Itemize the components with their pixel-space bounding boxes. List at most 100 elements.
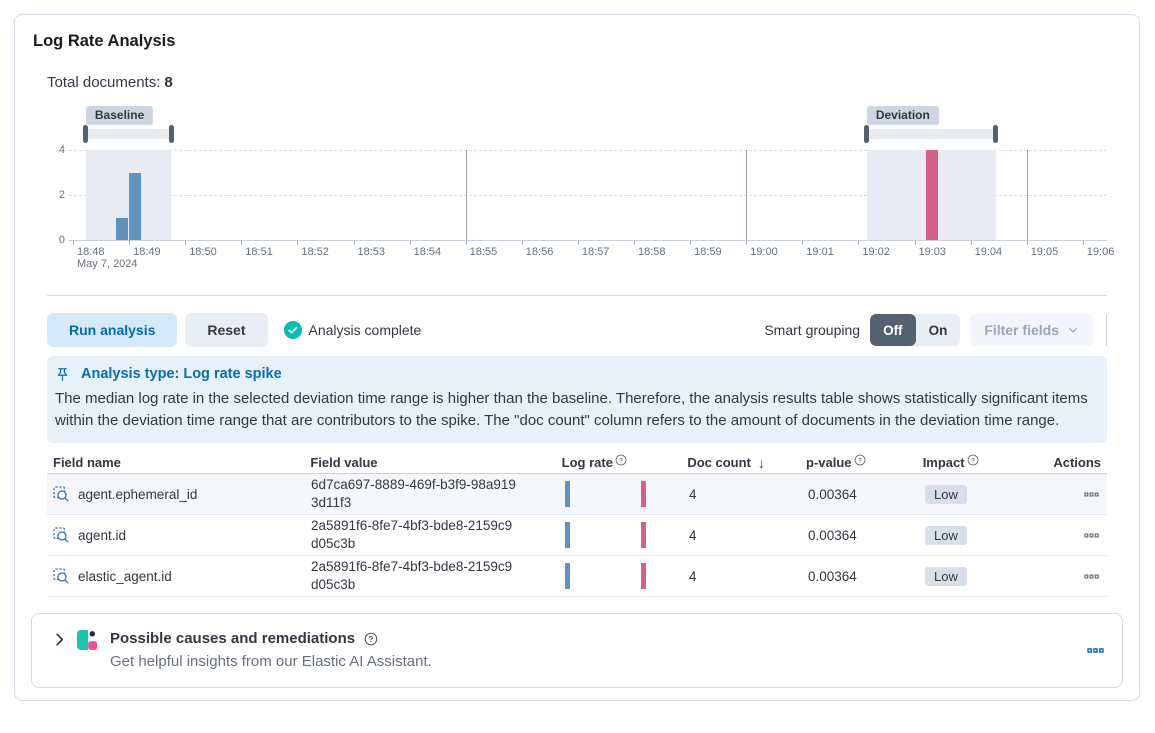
y-axis-tick-label: 4 bbox=[58, 144, 65, 156]
p-value-cell: 0.00364 bbox=[808, 486, 857, 502]
x-axis-tickmark bbox=[409, 240, 411, 245]
log-rate-info-icon[interactable]: ? bbox=[615, 454, 627, 466]
smart-grouping-on-button[interactable]: On bbox=[916, 314, 961, 346]
analysis-status: Analysis complete bbox=[283, 321, 422, 339]
column-header-log-rate[interactable]: Log rate ? bbox=[562, 454, 688, 470]
deviation-brush-left-handle[interactable] bbox=[864, 125, 870, 143]
field-value: 2a5891f6-8fe7-4bf3-bde8-2159c9d05c3b bbox=[311, 559, 513, 592]
mini-deviation-bar bbox=[641, 481, 646, 507]
table-row: agent.id 2a5891f6-8fe7-4bf3-bde8-2159c9d0… bbox=[47, 515, 1107, 556]
total-documents: Total documents: 8 bbox=[47, 73, 1107, 93]
check-circle-icon bbox=[283, 321, 302, 339]
impact-badge: Low bbox=[925, 484, 967, 504]
filter-for-field-icon[interactable] bbox=[53, 568, 69, 584]
table-body: agent.ephemeral_id 6d7ca697-8889-469f-b3f… bbox=[47, 474, 1107, 597]
svg-text:?: ? bbox=[369, 634, 374, 643]
x-axis-tick-label: 18:48 bbox=[77, 246, 105, 258]
x-axis-tick-label: 18:52 bbox=[301, 246, 329, 258]
filter-for-field-icon[interactable] bbox=[53, 486, 69, 502]
results-table: Field name Field value Log rate ? Doc co… bbox=[47, 452, 1107, 597]
deviation-badge: Deviation bbox=[866, 106, 939, 125]
mini-baseline-bar bbox=[565, 481, 570, 507]
x-axis-tick-label: 18:54 bbox=[413, 246, 442, 258]
assistant-actions-menu-button[interactable] bbox=[1085, 640, 1106, 661]
doc-count-cell: 4 bbox=[689, 486, 697, 502]
baseline-brush[interactable] bbox=[85, 129, 172, 139]
row-actions-menu-button[interactable] bbox=[1082, 567, 1101, 586]
y-axis-tick-label: 2 bbox=[58, 189, 65, 201]
log-rate-mini-chart bbox=[563, 481, 655, 507]
x-axis-tickmark bbox=[129, 240, 131, 245]
gridline-vertical bbox=[465, 150, 467, 240]
baseline-bar bbox=[128, 172, 141, 240]
analysis-status-label: Analysis complete bbox=[308, 322, 422, 338]
filter-for-field-icon[interactable] bbox=[53, 527, 69, 543]
x-axis-tick-label: 19:03 bbox=[918, 246, 947, 258]
smart-grouping-off-button[interactable]: Off bbox=[870, 314, 916, 346]
impact-cell: Low bbox=[925, 484, 1056, 504]
x-axis-tickmark bbox=[634, 240, 635, 245]
deviation-brush[interactable] bbox=[866, 129, 996, 139]
expand-chevron-right-icon[interactable] bbox=[52, 632, 67, 647]
baseline-brush-right-handle[interactable] bbox=[168, 125, 174, 143]
possible-causes-title: Possible causes and remediations bbox=[110, 630, 356, 647]
column-header-doc-count[interactable]: Doc count ↓ bbox=[687, 454, 765, 471]
column-header-field-name: Field name bbox=[53, 455, 121, 470]
y-axis-tick-label: 0 bbox=[58, 234, 65, 246]
svg-text:?: ? bbox=[971, 457, 975, 464]
x-axis-tick-label: 18:50 bbox=[189, 246, 217, 258]
callout-title: Analysis type: Log rate spike bbox=[81, 366, 282, 382]
x-axis-tickmark bbox=[353, 240, 355, 245]
x-axis-tickmark bbox=[970, 240, 972, 245]
x-axis-tickmark bbox=[241, 240, 243, 245]
svg-text:?: ? bbox=[857, 457, 861, 464]
column-header-p-value[interactable]: p-value ? bbox=[806, 454, 923, 470]
row-actions-menu-button[interactable] bbox=[1082, 485, 1101, 504]
filter-fields-button[interactable]: Filter fields bbox=[970, 314, 1093, 346]
total-documents-label: Total documents: bbox=[47, 74, 161, 91]
x-axis-tick-label: 18:55 bbox=[469, 246, 498, 258]
baseline-badge: Baseline bbox=[85, 106, 154, 125]
gridline-horizontal bbox=[69, 150, 1107, 151]
column-header-impact[interactable]: Impact ? bbox=[923, 454, 1054, 470]
deviation-bar bbox=[925, 150, 938, 240]
baseline-brush-left-handle[interactable] bbox=[83, 125, 89, 143]
x-axis-tickmark bbox=[577, 240, 579, 245]
baseline-window bbox=[85, 150, 172, 240]
mini-baseline-bar bbox=[565, 522, 570, 548]
elastic-ai-assistant-icon bbox=[77, 630, 97, 650]
sort-desc-icon: ↓ bbox=[757, 454, 765, 471]
x-axis-tickmark bbox=[690, 240, 692, 245]
row-actions-menu-button[interactable] bbox=[1082, 526, 1101, 545]
filter-fields-label: Filter fields bbox=[984, 322, 1059, 338]
x-axis-tickmark bbox=[1082, 240, 1084, 245]
mini-baseline-bar bbox=[565, 563, 570, 589]
deviation-brush-right-handle[interactable] bbox=[993, 125, 999, 143]
field-name: elastic_agent.id bbox=[78, 568, 172, 584]
impact-info-icon[interactable]: ? bbox=[967, 454, 979, 466]
reset-button[interactable]: Reset bbox=[185, 313, 268, 347]
log-rate-mini-chart bbox=[563, 522, 655, 548]
x-axis-tickmark bbox=[858, 240, 860, 245]
x-axis-tick-label: 18:49 bbox=[133, 246, 161, 258]
actions-cell bbox=[1056, 485, 1107, 504]
x-axis-date-label: May 7, 2024 bbox=[77, 258, 138, 270]
field-name-cell: agent.ephemeral_id bbox=[47, 486, 311, 502]
run-analysis-button[interactable]: Run analysis bbox=[47, 313, 178, 347]
pin-icon bbox=[57, 367, 68, 381]
gridline-vertical bbox=[746, 150, 748, 240]
mini-deviation-bar bbox=[641, 522, 646, 548]
p-value-cell: 0.00364 bbox=[808, 568, 857, 584]
field-value: 2a5891f6-8fe7-4bf3-bde8-2159c9d05c3b bbox=[311, 518, 513, 551]
field-name-cell: agent.id bbox=[47, 527, 311, 543]
actions-cell bbox=[1056, 567, 1107, 586]
log-rate-cell bbox=[563, 481, 689, 507]
log-rate-analysis-panel: Log Rate Analysis Total documents: 8 Base… bbox=[14, 14, 1140, 701]
field-value-cell: 2a5891f6-8fe7-4bf3-bde8-2159c9d05c3b bbox=[311, 517, 563, 553]
p-value-info-icon[interactable]: ? bbox=[854, 454, 866, 466]
help-icon[interactable]: ? bbox=[364, 632, 378, 646]
x-axis-tick-label: 19:05 bbox=[1030, 246, 1059, 258]
horizontal-rule bbox=[47, 295, 1107, 296]
log-rate-histogram: Baseline Deviation 18:48 18:49 18:50 18:51 18:… bbox=[47, 100, 1114, 272]
x-axis-tick-label: 19:01 bbox=[806, 246, 834, 258]
